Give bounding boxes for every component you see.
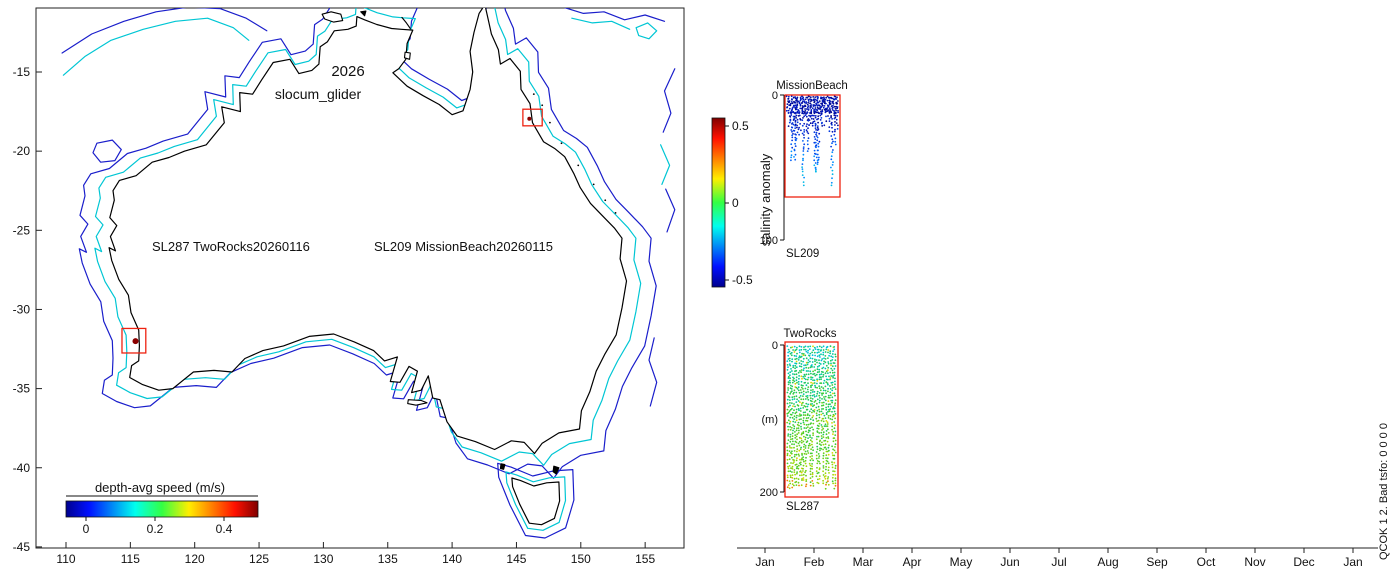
map-platform-label: slocum_glider xyxy=(275,86,362,102)
deployment-label-tworocks: SL287 TwoRocks20260116 xyxy=(152,239,310,254)
month-tick-label: Sep xyxy=(1146,555,1168,569)
deployment-timeline-panel: Jan Feb Mar Apr May Jun Jul Aug Sep Oct Nov Dec Jan 0… xyxy=(711,80,1390,569)
map-x-tick-label: 155 xyxy=(635,552,655,566)
map-x-tick-label: 110 xyxy=(56,552,75,566)
inset-highlight-box-missionbeach xyxy=(784,94,841,198)
salinity-colorbar-tick-label: -0.5 xyxy=(732,273,753,287)
deployment-markers xyxy=(121,108,543,354)
inset-depth-tick: 0 xyxy=(772,340,778,352)
salinity-colorbar-tick-label: 0 xyxy=(732,196,739,210)
month-tick-label: Mar xyxy=(853,555,874,569)
deployment-box-tworocks xyxy=(121,327,147,354)
month-tick-label: May xyxy=(950,555,973,569)
map-annotations: 2026 slocum_glider SL287 TwoRocks20260116 S… xyxy=(152,63,553,254)
time-axis: Jan Feb Mar Apr May Jun Jul Aug Sep Oct Nov Dec Jan xyxy=(737,547,1378,569)
map-y-tick-label: -40 xyxy=(13,461,31,475)
salinity-colorbar-gradient xyxy=(711,117,726,288)
tworocks-scatter xyxy=(786,345,837,490)
month-tick-label: Jun xyxy=(1000,555,1019,569)
deployment-dot-missionbeach xyxy=(527,116,532,121)
speed-colorbar-title: depth-avg speed (m/s) xyxy=(95,480,225,495)
deployment-label-missionbeach: SL209 MissionBeach20260115 xyxy=(374,239,553,254)
inset-title: TwoRocks xyxy=(783,328,836,340)
inset-depth-unit-label: (m) xyxy=(762,414,779,426)
qc-note-text: QCOK 1 2. Bad tsfo: 0 0 0 0 xyxy=(1378,423,1390,560)
inset-depth-tick: 100 xyxy=(760,235,778,247)
map-y-tick-label: -30 xyxy=(13,302,31,316)
map-x-tick-label: 115 xyxy=(121,552,140,566)
missionbeach-scatter xyxy=(785,95,839,187)
map-x-tick-label: 150 xyxy=(571,552,591,566)
inset-glider-id: SL287 xyxy=(786,501,819,513)
map-x-tick-label: 135 xyxy=(378,552,398,566)
map-x-tick-label: 130 xyxy=(313,552,333,566)
month-tick-label: Oct xyxy=(1197,555,1216,569)
salinity-colorbar-tick-label: 0.5 xyxy=(732,119,749,133)
map-x-tick-label: 145 xyxy=(506,552,526,566)
map-x-tick-label: 125 xyxy=(249,552,269,566)
inset-depth-tick: 0 xyxy=(772,90,778,102)
qc-note: QCOK 1 2. Bad tsfo: 0 0 0 0 xyxy=(1378,423,1390,560)
deployment-dot-tworocks xyxy=(132,338,139,345)
deployment-box-missionbeach xyxy=(522,108,543,127)
map-y-tick-label: -45 xyxy=(13,540,31,554)
month-tick-label: Apr xyxy=(903,555,922,569)
map-content xyxy=(61,8,676,539)
month-tick-label: Aug xyxy=(1097,555,1118,569)
map-y-tick-label: -15 xyxy=(13,65,31,79)
inset-glider-id: SL209 xyxy=(786,248,819,260)
month-tick-label: Nov xyxy=(1244,555,1265,569)
inset-highlight-box-tworocks xyxy=(784,341,839,498)
map-x-tick-label: 120 xyxy=(185,552,205,566)
salinity-colorbar: 0.5 0 -0.5 salinity anomaly xyxy=(711,117,773,288)
map-x-tick-label: 140 xyxy=(442,552,462,566)
map-axes: 110 115 120 125 130 135 140 145 150 155 -15 -20 -25 -… xyxy=(13,7,685,566)
speed-colorbar-gradient xyxy=(65,500,259,518)
speed-colorbar-tick-label: 0.4 xyxy=(216,522,233,536)
month-tick-label: Feb xyxy=(804,555,825,569)
speed-colorbar-tick-label: 0.2 xyxy=(147,522,164,536)
map-year-label: 2026 xyxy=(331,63,364,80)
map-y-tick-label: -25 xyxy=(13,223,31,237)
speed-colorbar-tick-label: 0 xyxy=(83,522,90,536)
inset-tworocks: TwoRocks 0 200 (m) SL287 xyxy=(760,328,839,513)
month-tick-label: Jan xyxy=(755,555,774,569)
map-y-tick-label: -35 xyxy=(13,382,31,396)
inset-depth-tick: 200 xyxy=(760,487,778,499)
month-tick-label: Jan xyxy=(1343,555,1362,569)
month-tick-label: Jul xyxy=(1051,555,1066,569)
inset-title: MissionBeach xyxy=(776,80,848,92)
salinity-colorbar-label: salinity anomaly xyxy=(758,153,773,246)
month-tick-label: Dec xyxy=(1293,555,1314,569)
map-y-tick-label: -20 xyxy=(13,144,31,158)
speed-colorbar: depth-avg speed (m/s) 0 0.2 0.4 xyxy=(65,480,259,536)
australia-map-panel: 110 115 120 125 130 135 140 145 150 155 -15 -20 -25 -… xyxy=(13,7,685,566)
